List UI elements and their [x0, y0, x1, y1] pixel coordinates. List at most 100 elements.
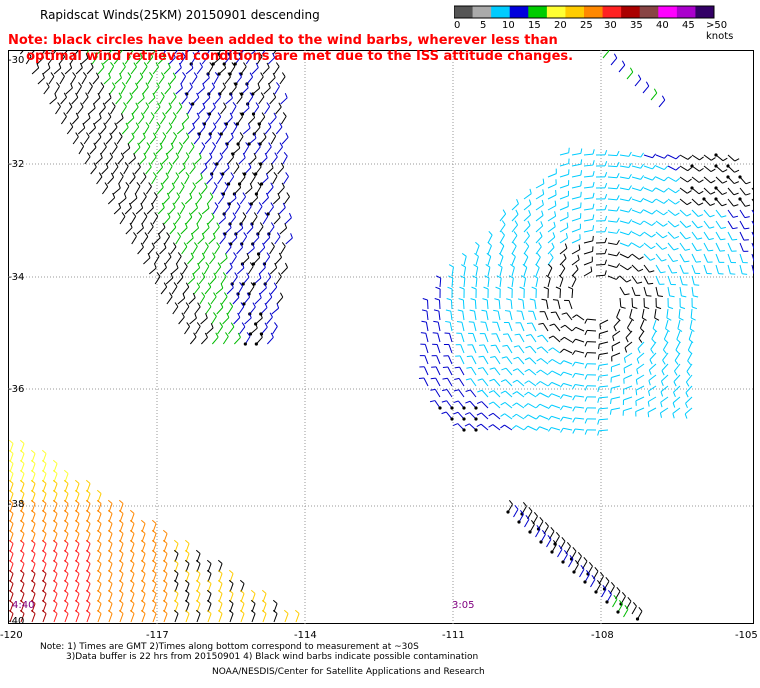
- wind-barb-flag: [74, 489, 80, 494]
- wind-barb: [164, 86, 172, 95]
- wind-barb-flag: [744, 227, 750, 230]
- wind-barb-flag: [270, 332, 274, 338]
- wind-barb-flag: [541, 298, 547, 301]
- wind-barb-flag: [675, 166, 681, 171]
- wind-barb-flag: [258, 292, 262, 298]
- wind-barb-flag: [604, 160, 608, 167]
- wind-barb: [575, 350, 585, 354]
- wind-barb-flag: [486, 252, 492, 257]
- wind-barb-flag: [489, 378, 495, 382]
- wind-barb: [638, 330, 645, 339]
- wind-barb: [171, 135, 178, 145]
- wind-barb: [137, 97, 145, 105]
- colorbar-label-50: >50 knots: [706, 20, 734, 42]
- wind-barb: [215, 136, 222, 145]
- wind-barb: [559, 258, 567, 266]
- wind-barb: [99, 126, 107, 135]
- wind-barb: [119, 603, 124, 613]
- wind-barb-flag: [214, 202, 219, 207]
- wind-barb-flag: [85, 569, 91, 574]
- wind-barb: [173, 50, 179, 55]
- wind-barb: [494, 356, 501, 365]
- wind-barb: [679, 242, 686, 251]
- wind-barb-flag: [96, 539, 102, 544]
- wind-barb-flag: [225, 332, 229, 337]
- wind-barb-flag: [580, 191, 582, 197]
- wind-barb: [679, 165, 688, 172]
- wind-barb-flag: [41, 509, 47, 514]
- wind-barb-flag: [224, 142, 229, 148]
- wind-barb: [179, 56, 186, 65]
- wind-barb-flag: [150, 112, 155, 117]
- wind-barb: [535, 278, 539, 288]
- wind-barb-flag: [168, 102, 172, 108]
- wind-barb: [251, 67, 259, 75]
- wind-barb: [187, 277, 195, 285]
- wind-barb-flag: [709, 214, 715, 218]
- wind-barb: [82, 96, 89, 105]
- wind-barb-flag: [52, 469, 58, 474]
- wind-barb-flag: [42, 73, 45, 79]
- wind-barb: [262, 593, 267, 603]
- wind-barb-flag: [107, 559, 113, 564]
- wind-barb-flag: [547, 535, 552, 540]
- wind-barb: [278, 186, 285, 195]
- wind-barb-flag: [173, 222, 177, 228]
- wind-barb: [607, 198, 618, 201]
- wind-barb: [198, 276, 206, 285]
- wind-barb: [64, 613, 69, 623]
- wind-barb-flag: [183, 242, 188, 247]
- wind-barb: [159, 96, 165, 105]
- wind-barb: [275, 126, 283, 135]
- wind-barb-flag: [560, 336, 565, 341]
- wind-barb-flag: [687, 349, 693, 355]
- contamination-dot: [726, 164, 730, 168]
- wind-barb: [571, 217, 581, 222]
- wind-barb: [86, 543, 91, 553]
- wind-barb-flag: [184, 549, 190, 554]
- wind-barb: [86, 67, 94, 75]
- contamination-dot: [462, 406, 466, 410]
- wind-barb: [282, 155, 288, 165]
- lat-label-36: -36: [8, 384, 25, 395]
- wind-barb: [583, 208, 593, 211]
- wind-barb-flag: [245, 142, 250, 147]
- wind-barb: [229, 583, 234, 593]
- wind-barb-flag: [107, 599, 113, 604]
- wind-barb-flag: [140, 242, 144, 248]
- wind-barb: [209, 276, 217, 285]
- wind-barb: [672, 396, 681, 404]
- wind-barb: [217, 326, 223, 335]
- wind-barb-flag: [162, 589, 168, 594]
- wind-barb-flag: [74, 499, 80, 504]
- wind-barb-flag: [118, 529, 124, 534]
- wind-barb: [125, 76, 132, 85]
- wind-barb-flag: [197, 302, 201, 308]
- wind-barb: [130, 563, 135, 573]
- wind-barb-flag: [63, 489, 69, 494]
- wind-barb: [163, 603, 168, 613]
- wind-barb-flag: [448, 264, 454, 268]
- wind-barb-flag: [63, 469, 69, 474]
- wind-barb: [141, 533, 146, 543]
- wind-barb-flag: [270, 182, 274, 188]
- wind-barb: [9, 573, 14, 583]
- wind-barb-flag: [177, 232, 181, 237]
- wind-barb: [273, 217, 281, 225]
- wind-barb-flag: [528, 210, 532, 216]
- lon-label-111: -111: [442, 630, 465, 641]
- wind-barb: [42, 67, 51, 75]
- wind-barb-flag: [61, 52, 66, 58]
- wind-barb: [439, 277, 442, 288]
- wind-barb: [157, 57, 165, 65]
- wind-barb: [195, 50, 201, 55]
- wind-barb: [9, 493, 14, 503]
- wind-barb: [181, 266, 188, 275]
- wind-barb: [691, 209, 699, 217]
- wind-barb: [152, 593, 157, 603]
- wind-barb: [31, 513, 36, 523]
- wind-barb: [529, 357, 537, 365]
- wind-barb-flag: [429, 400, 436, 403]
- wind-barb: [218, 603, 223, 613]
- wind-barb-flag: [30, 559, 36, 564]
